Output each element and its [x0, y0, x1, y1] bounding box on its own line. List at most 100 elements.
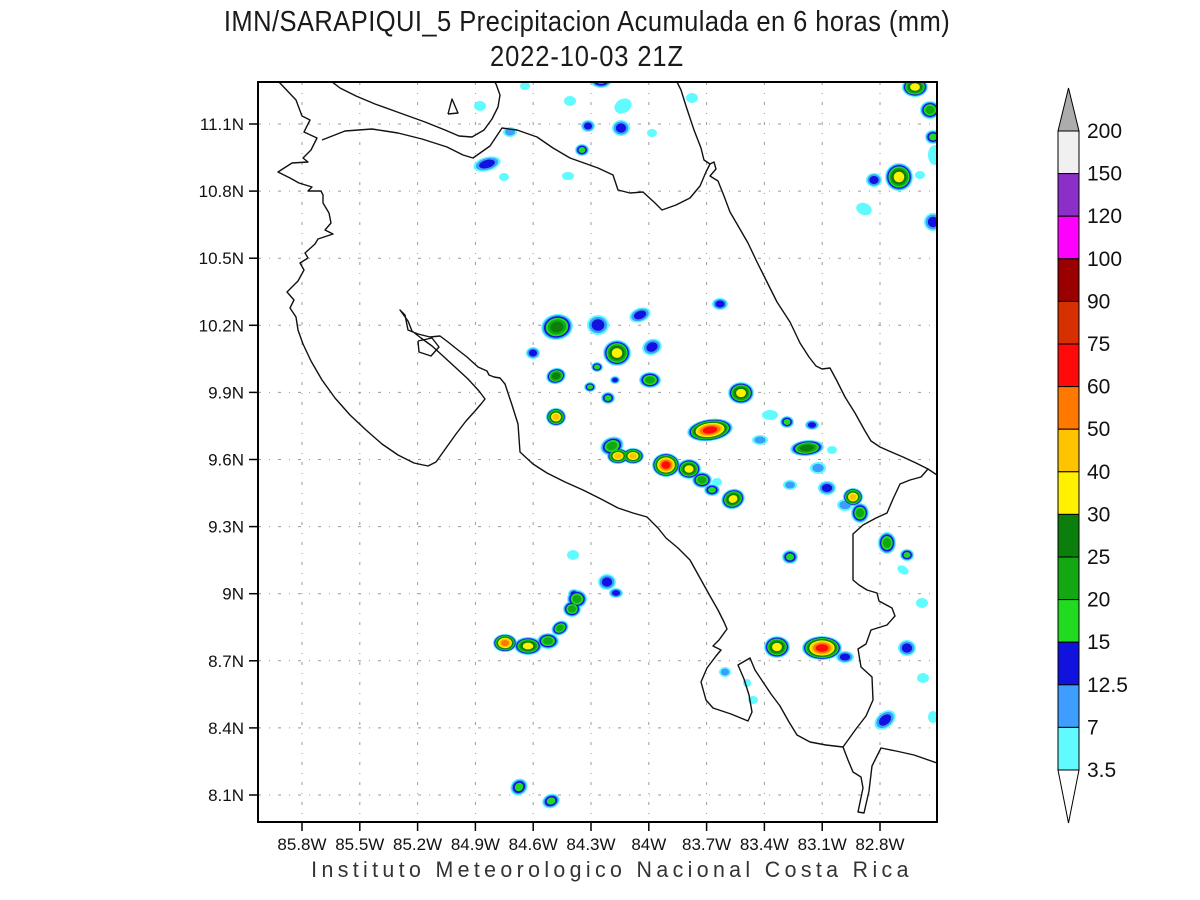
colorbar-label-100: 100 — [1087, 248, 1122, 271]
precip-cell — [800, 444, 814, 452]
precip-cell — [587, 384, 593, 390]
precip-cell — [849, 493, 857, 501]
precip-cell — [839, 653, 851, 661]
lat-label-8.1N: 8.1N — [208, 786, 244, 805]
colorbar-label-90: 90 — [1087, 290, 1110, 313]
precip-cell — [499, 173, 509, 181]
precip-cell — [917, 673, 929, 683]
precip-cell — [812, 463, 824, 473]
precip-cell — [646, 342, 658, 352]
colorbar-label-15: 15 — [1087, 631, 1110, 654]
precip-cell — [633, 310, 647, 320]
coastline-6 — [447, 98, 459, 115]
lat-label-9N: 9N — [222, 585, 244, 604]
colorbar-label-30: 30 — [1087, 503, 1110, 526]
colorbar-segment-14 — [1057, 726, 1080, 771]
chart-title-line1: IMN/SARAPIQUI_5 Precipitacion Acumulada … — [223, 6, 951, 38]
precip-cell — [550, 321, 564, 333]
lon-label-82.8W: 82.8W — [855, 835, 904, 854]
lat-label-10.8N: 10.8N — [199, 182, 244, 201]
colorbar-label-200: 200 — [1087, 120, 1122, 143]
precip-cell — [522, 642, 534, 650]
lat-label-8.4N: 8.4N — [208, 719, 244, 738]
precip-cell — [702, 426, 718, 434]
precip-cell — [614, 453, 622, 459]
precip-cell — [821, 483, 833, 493]
lat-label-11.1N: 11.1N — [200, 115, 244, 134]
precip-cell — [893, 171, 905, 183]
colorbar-segment-13 — [1057, 684, 1080, 728]
precip-cell — [715, 300, 725, 308]
precip-layer-60mm — [661, 426, 829, 652]
colorbar-label-50: 50 — [1087, 418, 1110, 441]
precip-cell — [556, 624, 564, 632]
lon-label-84.9W: 84.9W — [451, 835, 500, 854]
colorbar-segment-3 — [1057, 258, 1080, 302]
precip-cell — [528, 349, 538, 357]
precip-cell — [567, 605, 577, 613]
colorbar-label-3.5: 3.5 — [1087, 759, 1116, 782]
precip-cell — [543, 637, 553, 645]
colorbar-label-60: 60 — [1087, 376, 1110, 399]
precip-cell — [928, 145, 937, 165]
coastline-1 — [331, 82, 501, 138]
lon-label-85.8W: 85.8W — [277, 835, 326, 854]
colorbar-segment-2 — [1057, 215, 1080, 260]
precip-cell — [583, 122, 593, 130]
coastline-0 — [277, 82, 844, 748]
precip-cell — [562, 172, 574, 180]
precip-cell — [916, 598, 928, 608]
precip-cell — [712, 478, 722, 486]
lat-label-9.9N: 9.9N — [208, 383, 244, 402]
lon-label-84W: 84W — [631, 835, 666, 854]
colorbar-segment-11 — [1057, 599, 1080, 643]
precip-cell — [786, 553, 794, 561]
precip-cell — [772, 642, 782, 652]
precip-cell — [591, 319, 605, 331]
precip-cell — [925, 105, 935, 115]
colorbar-label-7: 7 — [1087, 716, 1099, 739]
axis-ticks — [249, 123, 881, 831]
precip-cell — [783, 419, 791, 425]
precip-cell — [928, 711, 937, 723]
colorbar-segment-8 — [1057, 471, 1080, 515]
colorbar-labels: 200 150 120 100 90 75 60 50 40 30 25 20 15 12.5 7 3.5 — [1087, 120, 1128, 782]
colorbar-segment-5 — [1057, 343, 1080, 388]
coastline-3 — [676, 82, 937, 476]
precip-cell — [929, 133, 937, 141]
footer-caption: Instituto Meteorologico Nacional Costa R… — [311, 857, 913, 882]
precip-cell — [501, 640, 509, 646]
precip-cell — [927, 216, 937, 228]
precip-cell — [754, 436, 766, 444]
coastline-4 — [842, 468, 937, 814]
precip-cell — [708, 487, 716, 493]
colorbar-label-120: 120 — [1087, 205, 1122, 228]
precip-cell — [546, 797, 556, 805]
precip-cell — [572, 594, 582, 604]
colorbar-segment-9 — [1057, 513, 1080, 558]
precip-cell — [736, 388, 746, 398]
precip-cell — [728, 495, 738, 503]
precip-cell — [697, 476, 707, 484]
precip-cell — [611, 348, 623, 358]
precip-cell — [869, 175, 879, 185]
precip-cell — [807, 422, 817, 428]
precip-cell — [629, 453, 637, 459]
colorbar-segment-0 — [1057, 130, 1080, 175]
precip-cell — [903, 552, 911, 558]
coastline-5 — [417, 337, 440, 357]
coastline-2 — [321, 127, 711, 211]
lon-label-83.4W: 83.4W — [740, 835, 789, 854]
colorbar-label-12.5: 12.5 — [1087, 674, 1128, 697]
precip-cell — [856, 202, 872, 216]
colorbar-segment-10 — [1057, 556, 1080, 601]
colorbar-segment-6 — [1057, 386, 1080, 430]
precipitation-cells — [473, 82, 937, 809]
colorbar-label-150: 150 — [1087, 163, 1122, 186]
lon-label-85.2W: 85.2W — [393, 835, 442, 854]
precip-cell — [614, 98, 632, 114]
chart-title: IMN/SARAPIQUI_5 Precipitacion Acumulada … — [0, 6, 1174, 74]
lat-label-9.6N: 9.6N — [208, 451, 244, 470]
